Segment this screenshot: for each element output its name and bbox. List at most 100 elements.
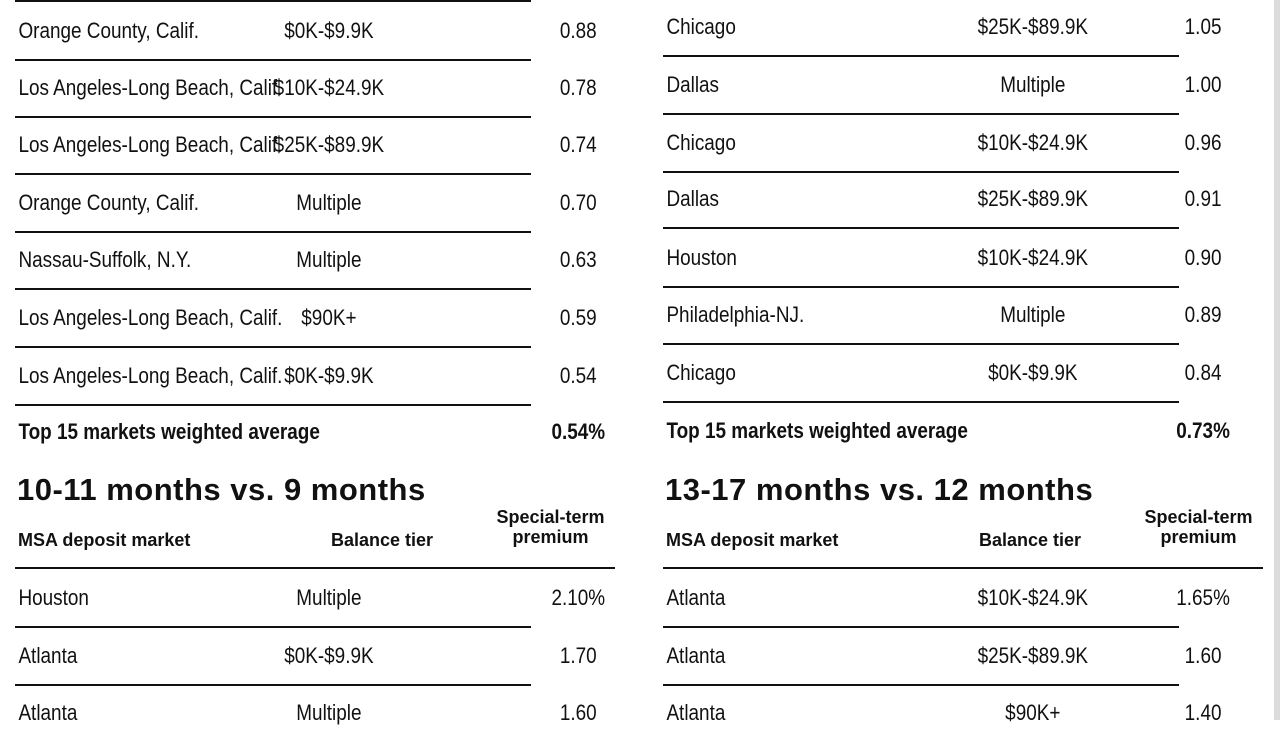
table-row: Los Angeles-Long Beach, Calif. $0K-$9.9K… bbox=[15, 347, 597, 406]
table-row: Chicago $0K-$9.9K 0.84 bbox=[663, 344, 1221, 403]
market-cell: Atlanta bbox=[666, 585, 726, 610]
table-row: Atlanta $0K-$9.9K 1.70 bbox=[15, 627, 597, 686]
premium-cell: 1.00 bbox=[1184, 72, 1222, 97]
market-cell: Houston bbox=[666, 245, 737, 270]
tier-cell: $25K-$89.9K bbox=[977, 643, 1089, 668]
premium-cell: 0.84 bbox=[1184, 360, 1222, 385]
market-cell: Philadelphia-NJ. bbox=[666, 302, 805, 327]
premium-cell: 0.74 bbox=[559, 132, 597, 157]
premium-cell: 1.05 bbox=[1184, 14, 1222, 39]
premium-cell: 1.70 bbox=[559, 643, 597, 668]
tier-cell: Multiple bbox=[296, 247, 362, 272]
tier-cell: $10K-$24.9K bbox=[977, 585, 1089, 610]
premium-cell: 0.90 bbox=[1184, 245, 1222, 270]
tier-cell: Multiple bbox=[296, 190, 362, 215]
column-header-premium: Special-term premium bbox=[1141, 507, 1256, 547]
page-edge-shadow bbox=[1274, 0, 1280, 720]
market-cell: Atlanta bbox=[18, 700, 78, 725]
table-row: Orange County, Calif. $0K-$9.9K 0.88 bbox=[15, 0, 597, 61]
premium-cell: 0.89 bbox=[1184, 302, 1222, 327]
tier-cell: Multiple bbox=[1000, 72, 1066, 97]
market-cell: Dallas bbox=[666, 186, 720, 211]
section-title: 10-11 months vs. 9 months bbox=[17, 472, 426, 507]
premium-header-line1: Special-term bbox=[1144, 507, 1253, 527]
header-rule bbox=[15, 567, 615, 569]
column-header-premium: Special-term premium bbox=[493, 507, 608, 547]
premium-cell: 1.65% bbox=[1176, 585, 1230, 610]
market-cell: Orange County, Calif. bbox=[18, 18, 199, 43]
tier-cell: $25K-$89.9K bbox=[977, 14, 1089, 39]
market-cell: Chicago bbox=[666, 360, 736, 385]
premium-cell: 2.10% bbox=[551, 585, 606, 610]
premium-cell: 0.96 bbox=[1184, 130, 1222, 155]
market-cell: Chicago bbox=[666, 14, 736, 39]
premium-cell: 0.59 bbox=[559, 305, 597, 330]
table-row: Nassau-Suffolk, N.Y. Multiple 0.63 bbox=[15, 231, 597, 290]
column-header-tier: Balance tier bbox=[979, 530, 1082, 550]
market-cell: Orange County, Calif. bbox=[18, 190, 199, 215]
tier-cell: $90K+ bbox=[1005, 700, 1061, 725]
premium-cell: 0.88 bbox=[559, 18, 597, 43]
table-row: Philadelphia-NJ. Multiple 0.89 bbox=[663, 286, 1221, 345]
table-row: Dallas $25K-$89.9K 0.91 bbox=[663, 170, 1221, 229]
table-row: Atlanta $25K-$89.9K 1.60 bbox=[663, 627, 1221, 686]
market-cell: Dallas bbox=[666, 72, 720, 97]
weighted-average-row: Top 15 markets weighted average 0.54% bbox=[15, 405, 605, 459]
tier-cell: $25K-$89.9K bbox=[273, 132, 385, 157]
premium-cell: 0.63 bbox=[559, 247, 597, 272]
premium-cell: 1.60 bbox=[1184, 643, 1222, 668]
table-row: Atlanta Multiple 1.60 bbox=[15, 684, 596, 741]
weighted-average-row: Top 15 markets weighted average 0.73% bbox=[663, 404, 1229, 458]
market-cell: Los Angeles-Long Beach, Calif. bbox=[18, 75, 283, 100]
tier-cell: $0K-$9.9K bbox=[284, 18, 374, 43]
tier-cell: $90K+ bbox=[301, 305, 357, 330]
table-row: Los Angeles-Long Beach, Calif. $25K-$89.… bbox=[15, 116, 597, 175]
market-cell: Nassau-Suffolk, N.Y. bbox=[18, 247, 192, 272]
tier-cell: $25K-$89.9K bbox=[977, 186, 1089, 211]
market-cell: Chicago bbox=[666, 130, 736, 155]
tier-cell: Multiple bbox=[296, 700, 362, 725]
table-row: Houston Multiple 2.10% bbox=[15, 569, 605, 628]
average-label: Top 15 markets weighted average bbox=[666, 418, 968, 443]
market-cell: Houston bbox=[18, 585, 89, 610]
column-header-market: MSA deposit market bbox=[18, 530, 191, 550]
header-rule bbox=[663, 567, 1263, 569]
tier-cell: $0K-$9.9K bbox=[988, 360, 1078, 385]
premium-header-line2: premium bbox=[512, 527, 589, 547]
premium-header-line1: Special-term bbox=[496, 507, 605, 527]
tier-cell: $10K-$24.9K bbox=[977, 245, 1089, 270]
table-row: Los Angeles-Long Beach, Calif. $90K+ 0.5… bbox=[15, 289, 597, 348]
table-row: Chicago $25K-$89.9K 1.05 bbox=[663, 0, 1221, 57]
average-value: 0.73% bbox=[1176, 418, 1230, 443]
premium-header-line2: premium bbox=[1160, 527, 1237, 547]
tier-cell: $0K-$9.9K bbox=[284, 363, 374, 388]
tier-cell: Multiple bbox=[296, 585, 362, 610]
market-cell: Atlanta bbox=[666, 700, 726, 725]
table-row: Dallas Multiple 1.00 bbox=[663, 56, 1221, 115]
section-title: 13-17 months vs. 12 months bbox=[665, 472, 1094, 507]
average-value: 0.54% bbox=[551, 419, 606, 444]
premium-cell: 0.78 bbox=[559, 75, 597, 100]
market-cell: Atlanta bbox=[666, 643, 726, 668]
tier-cell: Multiple bbox=[1000, 302, 1066, 327]
table-row: Houston $10K-$24.9K 0.90 bbox=[663, 229, 1221, 288]
premium-cell: 0.91 bbox=[1184, 186, 1222, 211]
table-row: Atlanta $90K+ 1.40 bbox=[663, 684, 1221, 741]
premium-cell: 0.70 bbox=[559, 190, 597, 215]
premium-cell: 1.60 bbox=[559, 700, 597, 725]
table-row: Los Angeles-Long Beach, Calif. $10K-$24.… bbox=[15, 59, 597, 118]
column-header-market: MSA deposit market bbox=[666, 530, 839, 550]
tier-cell: $10K-$24.9K bbox=[977, 130, 1089, 155]
average-label: Top 15 markets weighted average bbox=[18, 419, 320, 444]
table-row: Chicago $10K-$24.9K 0.96 bbox=[663, 114, 1221, 173]
table-row: Atlanta $10K-$24.9K 1.65% bbox=[663, 569, 1230, 628]
market-cell: Los Angeles-Long Beach, Calif. bbox=[18, 305, 283, 330]
table-row: Orange County, Calif. Multiple 0.70 bbox=[15, 174, 597, 233]
market-cell: Los Angeles-Long Beach, Calif. bbox=[18, 363, 283, 388]
tier-cell: $10K-$24.9K bbox=[273, 75, 385, 100]
tier-cell: $0K-$9.9K bbox=[284, 643, 374, 668]
premium-cell: 1.40 bbox=[1184, 700, 1222, 725]
market-cell: Los Angeles-Long Beach, Calif. bbox=[18, 132, 283, 157]
market-cell: Atlanta bbox=[18, 643, 78, 668]
premium-cell: 0.54 bbox=[559, 363, 597, 388]
